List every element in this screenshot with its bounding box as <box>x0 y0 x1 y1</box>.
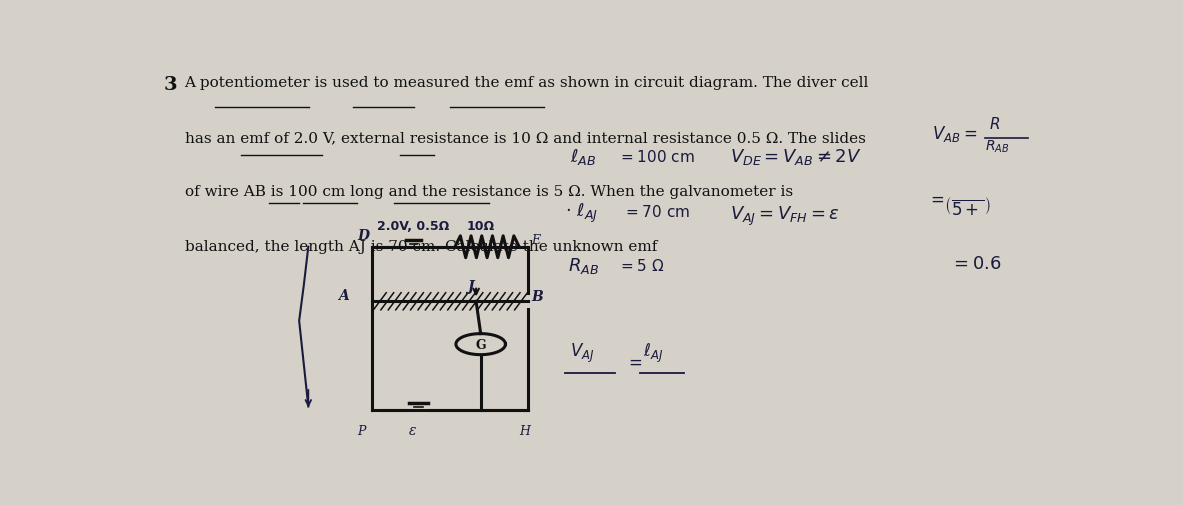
Text: balanced, the length AJ is 70 cm. Calculate the unknown emf: balanced, the length AJ is 70 cm. Calcul… <box>185 239 657 254</box>
Text: A potentiometer is used to measured the emf as shown in circuit diagram. The div: A potentiometer is used to measured the … <box>185 76 870 90</box>
Text: $R$: $R$ <box>989 116 1000 132</box>
Text: $=\!\left(\dfrac{\ \ \ \ }{5+}\right)$: $=\!\left(\dfrac{\ \ \ \ }{5+}\right)$ <box>927 193 991 217</box>
Text: B: B <box>531 289 543 304</box>
Text: $V_{AJ} = V_{FH} = \varepsilon$: $V_{AJ} = V_{FH} = \varepsilon$ <box>730 205 840 228</box>
Text: $R_{AB}$: $R_{AB}$ <box>568 256 599 276</box>
Text: $= 100\ \mathrm{cm}$: $= 100\ \mathrm{cm}$ <box>619 149 694 165</box>
Text: 10Ω: 10Ω <box>467 220 494 233</box>
Text: 3: 3 <box>163 76 177 94</box>
Text: $R_{AB}$: $R_{AB}$ <box>985 138 1009 155</box>
Text: $V_{AJ}$: $V_{AJ}$ <box>570 341 594 364</box>
Text: G: G <box>476 338 486 351</box>
Text: H: H <box>519 424 530 437</box>
Text: $= 70\ \mathrm{cm}$: $= 70\ \mathrm{cm}$ <box>622 203 690 219</box>
Text: $\cdot\ \ell_{AJ}$: $\cdot\ \ell_{AJ}$ <box>565 201 599 224</box>
Text: D: D <box>357 228 370 242</box>
Text: 2.0V, 0.5Ω: 2.0V, 0.5Ω <box>377 220 450 233</box>
Text: A: A <box>338 289 349 302</box>
Text: $=$: $=$ <box>625 353 642 370</box>
Text: ε: ε <box>409 423 416 437</box>
Text: $V_{DE} = V_{AB} \neq 2V$: $V_{DE} = V_{AB} \neq 2V$ <box>730 147 861 167</box>
Text: of wire AB is 100 cm long and the resistance is 5 Ω. When the galvanometer is: of wire AB is 100 cm long and the resist… <box>185 185 793 199</box>
Text: P: P <box>357 424 366 437</box>
Text: E: E <box>531 233 541 246</box>
Text: $= 0.6$: $= 0.6$ <box>950 255 1002 273</box>
Text: $V_{AB} =$: $V_{AB} =$ <box>932 123 977 143</box>
Text: $\ell_{AB}$: $\ell_{AB}$ <box>570 147 596 167</box>
Text: has an emf of 2.0 V, external resistance is 10 Ω and internal resistance 0.5 Ω. : has an emf of 2.0 V, external resistance… <box>185 131 866 144</box>
Text: J: J <box>467 279 473 293</box>
Text: $= 5\ \Omega$: $= 5\ \Omega$ <box>619 258 665 274</box>
Text: $\ell_{AJ}$: $\ell_{AJ}$ <box>644 341 664 364</box>
